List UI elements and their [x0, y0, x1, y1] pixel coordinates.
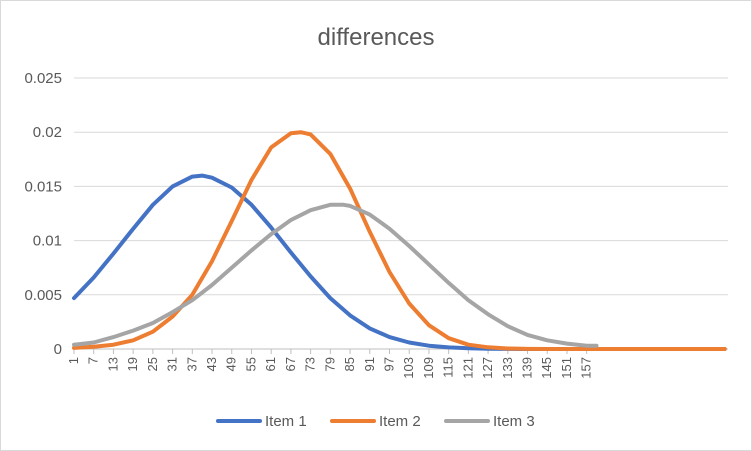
y-tick-label: 0.005	[24, 287, 62, 304]
x-tick-label: 85	[342, 357, 357, 371]
legend: Item 1 Item 2 Item 3	[216, 413, 535, 430]
chart-title: differences	[318, 24, 435, 51]
x-tick-label: 115	[441, 357, 456, 378]
x-tick-label: 151	[559, 357, 574, 379]
y-tick-label: 0	[54, 341, 62, 358]
x-tick-label: 139	[520, 357, 535, 379]
x-tick-label: 37	[184, 357, 199, 371]
y-tick-label: 0.02	[33, 124, 62, 141]
x-tick-label: 157	[579, 357, 594, 379]
x-tick-label: 61	[263, 357, 278, 371]
x-tick-label: 133	[500, 357, 515, 379]
x-tick-label: 79	[322, 357, 337, 371]
x-tick-label: 7	[86, 357, 101, 364]
x-tick-label: 109	[421, 357, 436, 379]
y-tick-label: 0.025	[24, 70, 62, 87]
legend-label: Item 1	[265, 413, 307, 430]
series-line-item-1	[72, 173, 727, 351]
x-tick-label: 91	[362, 357, 377, 371]
legend-label: Item 3	[493, 413, 535, 430]
x-tick-label: 121	[460, 357, 475, 379]
x-tick-label: 145	[539, 357, 554, 379]
x-tick-label: 97	[381, 357, 396, 371]
x-tick-label: 49	[224, 357, 239, 371]
x-tick-label: 1	[66, 357, 81, 364]
x-tick-label: 67	[283, 357, 298, 371]
legend-label: Item 2	[379, 413, 421, 430]
y-axis: 0 0.005 0.01 0.015 0.02 0.025	[24, 70, 62, 358]
y-tick-label: 0.015	[24, 178, 62, 195]
x-tick-label: 103	[401, 357, 416, 379]
x-tick-label: 73	[303, 357, 318, 371]
x-tick-label: 55	[243, 357, 258, 371]
x-tick-label: 13	[105, 357, 120, 371]
x-tick-label: 31	[165, 357, 180, 371]
series-line-item-3	[72, 202, 599, 348]
x-axis: 1 7 13 19 25 31 37 43 49 55 61 67 73 79 85 91 97 103 109 11…	[66, 349, 594, 379]
x-tick-label: 19	[125, 357, 140, 371]
x-tick-label: 127	[480, 357, 495, 379]
y-tick-label: 0.01	[33, 233, 62, 250]
grid-layer	[74, 77, 728, 350]
x-tick-label: 43	[204, 357, 219, 371]
series-layer	[72, 130, 727, 351]
x-tick-label: 25	[145, 357, 160, 371]
